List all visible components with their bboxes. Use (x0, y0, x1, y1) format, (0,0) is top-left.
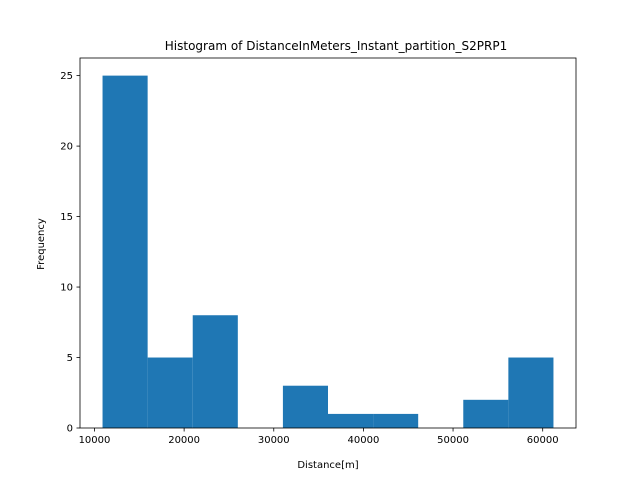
y-tick-label: 15 (60, 212, 73, 223)
histogram-bar (192, 315, 238, 428)
histogram-bar (282, 385, 328, 428)
plot-frame (79, 57, 577, 429)
histogram-bar (508, 357, 554, 428)
x-tick-label: 40000 (348, 435, 380, 446)
x-axis-ticks: 10000 20000 30000 40000 50000 60000 (79, 428, 559, 446)
x-tick-label: 20000 (168, 435, 200, 446)
x-tick-label: 30000 (258, 435, 290, 446)
y-tick-label: 5 (67, 353, 73, 364)
x-tick-label: 10000 (79, 435, 111, 446)
y-tick-label: 0 (67, 424, 73, 435)
histogram-bar (373, 413, 419, 428)
x-tick-label: 50000 (437, 435, 469, 446)
y-axis-ticks: 0 5 10 15 20 25 (60, 71, 80, 435)
histogram-bar (463, 399, 509, 428)
histogram-bar (102, 75, 148, 428)
y-axis-label: Frequency (36, 218, 47, 270)
histogram-bars (102, 75, 554, 428)
histogram-bar (328, 413, 374, 428)
x-axis-label: Distance[m] (297, 460, 358, 471)
x-tick-label: 60000 (527, 435, 559, 446)
y-tick-label: 20 (60, 142, 73, 153)
histogram-bar (147, 357, 193, 428)
y-tick-label: 25 (60, 71, 73, 82)
chart-title: Histogram of DistanceInMeters_Instant_pa… (165, 39, 507, 53)
y-tick-label: 10 (60, 283, 73, 294)
